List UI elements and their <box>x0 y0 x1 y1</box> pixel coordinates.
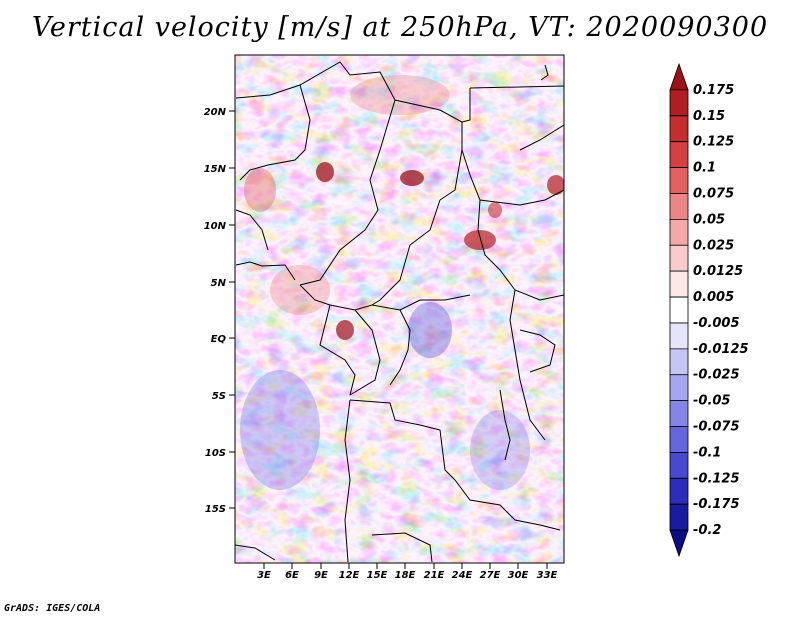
colorbar-swatch <box>669 244 689 272</box>
colorbar-swatch <box>669 348 689 376</box>
lon-tick-label: 3E <box>257 570 271 581</box>
colorbar-swatch <box>669 115 689 143</box>
lat-axis: 20N 15N 10N 5N EQ 5S 10S 15S <box>204 107 235 515</box>
colorbar-swatch <box>669 141 689 168</box>
colorbar-swatch <box>669 62 689 91</box>
lon-tick-label: 6E <box>285 570 299 581</box>
lat-tick-label: 10S <box>205 448 226 459</box>
colorbar-swatch <box>669 296 689 324</box>
colorbar-label: -0.125 <box>693 471 740 486</box>
colorbar-label: 0.05 <box>693 212 725 227</box>
lat-tick-label: EQ <box>211 334 227 345</box>
lon-tick-label: 12E <box>339 570 360 581</box>
colorbar-label: -0.025 <box>693 368 740 383</box>
country-borders <box>235 61 564 563</box>
colorbar-swatch <box>669 270 689 298</box>
colorbar-label: 0.1 <box>693 161 716 176</box>
colorbar: 0.175 0.15 0.125 0.1 0.075 0.05 0.025 0.0125 0.0… <box>669 62 749 558</box>
colorbar-swatch <box>669 193 689 220</box>
colorbar-swatch <box>669 477 689 505</box>
colorbar-swatch <box>669 322 689 350</box>
colorbar-label: 0.025 <box>693 238 734 253</box>
map-title: Vertical velocity [m/s] at 250hPa, VT: 2… <box>31 12 769 43</box>
grads-credit: GrADS: IGES/COLA <box>4 603 101 614</box>
colorbar-label: -0.005 <box>693 316 740 331</box>
lon-tick-label: 9E <box>314 570 328 581</box>
colorbar-swatch <box>669 426 689 453</box>
lon-tick-label: 15E <box>367 570 388 581</box>
colorbar-label: -0.05 <box>693 394 730 409</box>
colorbar-label: -0.2 <box>693 523 721 538</box>
lon-tick-label: 18E <box>395 570 416 581</box>
colorbar-label: -0.1 <box>693 445 721 460</box>
lat-tick-label: 20N <box>204 107 227 118</box>
lon-tick-label: 33E <box>537 570 558 581</box>
colorbar-label: 0.175 <box>693 83 734 98</box>
colorbar-label: 0.125 <box>693 135 734 150</box>
colorbar-label: -0.175 <box>693 497 740 512</box>
lon-tick-label: 27E <box>480 570 501 581</box>
colorbar-swatch <box>669 400 689 427</box>
lat-tick-label: 5S <box>212 391 226 402</box>
colorbar-swatch <box>669 374 689 402</box>
colorbar-label: 0.0125 <box>693 264 743 279</box>
colorbar-swatch <box>669 503 689 531</box>
map-frame <box>234 54 565 564</box>
colorbar-swatch <box>669 452 689 479</box>
colorbar-swatch <box>669 89 689 117</box>
lat-tick-label: 5N <box>211 278 227 289</box>
colorbar-label: 0.15 <box>693 109 725 124</box>
colorbar-label: 0.075 <box>693 186 734 201</box>
colorbar-swatch <box>669 167 689 194</box>
colorbar-swatch <box>669 529 689 558</box>
lat-tick-label: 10N <box>204 221 227 232</box>
velocity-field <box>235 55 564 563</box>
colorbar-label: -0.075 <box>693 420 740 435</box>
lon-tick-label: 21E <box>424 570 445 581</box>
colorbar-swatch <box>669 218 689 246</box>
lon-axis: 3E 6E 9E 12E 15E 18E 21E 24E 27E 30E 33E <box>257 563 558 581</box>
colorbar-label: -0.0125 <box>693 342 749 357</box>
lon-tick-label: 30E <box>508 570 529 581</box>
colorbar-label: 0.005 <box>693 290 734 305</box>
lat-tick-label: 15S <box>205 504 226 515</box>
lat-tick-label: 15N <box>204 164 227 175</box>
lon-tick-label: 24E <box>452 570 473 581</box>
